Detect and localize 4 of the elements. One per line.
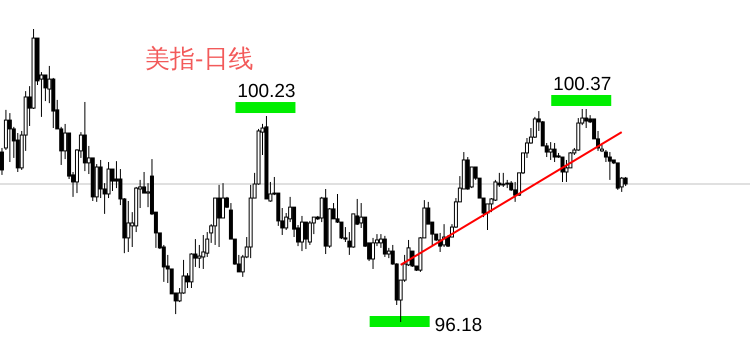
annotation: 96.18 [434, 315, 482, 336]
title: 美指-日线 [145, 45, 254, 73]
annotation: 100.23 [237, 81, 296, 102]
annotation: 100.37 [553, 74, 612, 95]
